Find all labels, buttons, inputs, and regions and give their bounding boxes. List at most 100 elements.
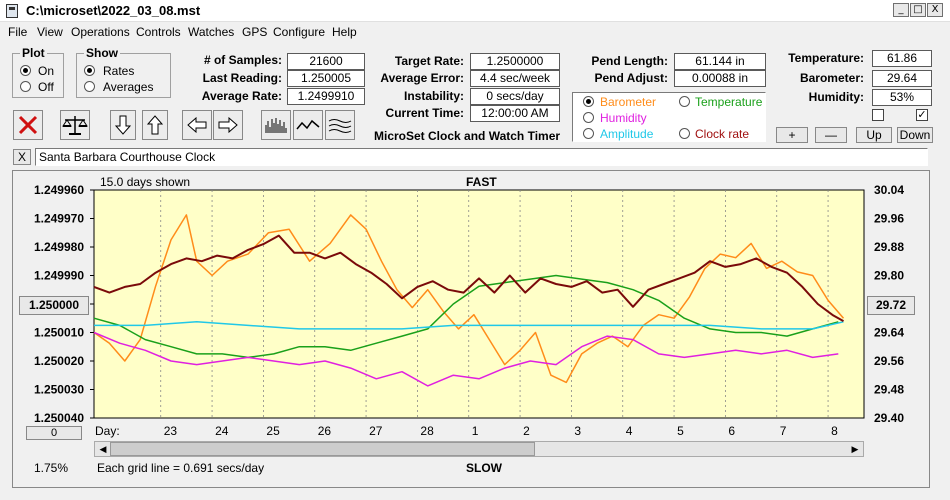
left-axis-current-button[interactable]: 1.250000 (19, 296, 89, 315)
day-tick-label: 3 (574, 424, 581, 438)
right-checkbox[interactable]: ✓ (916, 109, 928, 121)
temperature-option: Temperature (695, 95, 763, 109)
show-rates-label: Rates (103, 64, 135, 78)
average-rate-value: 1.2499910 (287, 88, 365, 105)
down-button[interactable]: Down (897, 127, 933, 143)
humidity-option: Humidity (600, 111, 647, 125)
scroll-left-arrow[interactable]: ◀ (99, 444, 107, 454)
scroll-down-button[interactable] (110, 110, 136, 140)
barometer-value: 29.64 (872, 70, 932, 87)
barometer-label: Barometer: (799, 71, 864, 85)
day-tick-label: 7 (780, 424, 787, 438)
up-button[interactable]: Up (856, 127, 892, 143)
menu-view[interactable]: View (37, 25, 63, 39)
zero-button[interactable]: 0 (26, 426, 82, 440)
day-tick-label: 6 (728, 424, 735, 438)
temperature-value: 61.86 (872, 50, 932, 67)
day-tick-label: 8 (831, 424, 838, 438)
show-averages-radio[interactable] (84, 81, 95, 92)
right-axis-labels: 30.04 29.96 29.88 29.80 29.64 29.56 29.48 29.40 (874, 183, 904, 425)
day-labels: 23 24 25 26 27 28 1 2 3 4 5 6 7 8 (164, 424, 838, 438)
menu-operations[interactable]: Operations (71, 25, 130, 39)
histogram-button[interactable] (261, 110, 291, 140)
plot-on-radio[interactable] (20, 65, 31, 76)
show-group-title: Show (84, 46, 120, 60)
slow-label: SLOW (466, 461, 502, 475)
line-graph-button[interactable] (293, 110, 323, 140)
clock-description-field[interactable]: Santa Barbara Courthouse Clock (35, 148, 928, 166)
temperature-radio[interactable] (679, 96, 690, 107)
right-axis-tick-label: 29.40 (874, 411, 904, 425)
pend-adjust-label: Pend Adjust: (594, 71, 668, 85)
day-tick-label: 26 (318, 424, 332, 438)
menu-configure[interactable]: Configure (273, 25, 326, 39)
pend-length-value: 61.144 in (674, 53, 766, 70)
barometer-radio[interactable] (583, 96, 594, 107)
series-barometer (93, 214, 845, 384)
arrow-up-icon (147, 115, 163, 135)
calibrate-button[interactable] (60, 110, 90, 140)
minus-button[interactable]: — (815, 127, 847, 143)
arrow-right-icon (218, 117, 238, 133)
plot-area (93, 189, 865, 419)
arrow-down-icon (115, 115, 131, 135)
day-tick-label: 24 (215, 424, 229, 438)
samples-value: 21600 (287, 53, 365, 70)
app-icon[interactable] (6, 4, 18, 18)
instability-label: Instability: (403, 89, 464, 103)
menu-watches[interactable]: Watches (188, 25, 235, 39)
app-caption: MicroSet Clock and Watch Timer (374, 129, 561, 143)
scrollbar-thumb[interactable] (110, 442, 535, 456)
menu-gps[interactable]: GPS (242, 25, 268, 39)
arrow-left-icon (187, 117, 207, 133)
plus-button[interactable]: + (776, 127, 808, 143)
right-axis-current-button[interactable]: 29.72 (867, 296, 915, 315)
day-tick-label: 2 (523, 424, 530, 438)
right-axis-tick-label: 29.64 (874, 326, 904, 340)
left-axis-tick-label: 1.249990 (34, 269, 84, 283)
series-selector (572, 92, 766, 142)
target-rate-value: 1.2500000 (470, 53, 560, 70)
last-reading-label: Last Reading: (202, 71, 282, 85)
menu-controls[interactable]: Controls (136, 25, 181, 39)
right-axis-tick-label: 29.80 (874, 269, 904, 283)
menu-file[interactable]: File (8, 25, 28, 39)
plot-off-label: Off (38, 80, 54, 94)
average-error-value: 4.4 sec/week (470, 70, 560, 87)
multi-wave-icon (328, 119, 352, 133)
right-axis-tick-label: 29.48 (874, 383, 904, 397)
amplitude-radio[interactable] (583, 128, 594, 139)
scroll-right-button[interactable] (213, 110, 243, 140)
scroll-left-button[interactable] (182, 110, 212, 140)
show-averages-label: Averages (103, 80, 154, 94)
close-button[interactable]: X (927, 3, 943, 17)
day-tick-label: 27 (369, 424, 383, 438)
grid-lines (90, 189, 829, 419)
day-tick-label: 1 (472, 424, 479, 438)
minimize-button[interactable]: _ (893, 3, 909, 17)
show-group (76, 53, 171, 98)
left-axis-tick-label: 1.249980 (34, 240, 84, 254)
clock-rate-option: Clock rate (695, 127, 750, 141)
menu-help[interactable]: Help (332, 25, 357, 39)
plot-off-radio[interactable] (20, 81, 31, 92)
humidity-radio[interactable] (583, 112, 594, 123)
pend-length-label: Pend Length: (591, 54, 668, 68)
humidity-value: 53% (872, 89, 932, 106)
day-tick-label: 5 (677, 424, 684, 438)
day-prefix: Day: (95, 424, 120, 438)
pend-adjust-value: 0.00088 in (674, 70, 766, 87)
scroll-up-button[interactable] (142, 110, 168, 140)
maximize-button[interactable]: □ (910, 3, 926, 17)
clock-rate-radio[interactable] (679, 128, 690, 139)
scroll-right-arrow[interactable]: ▶ (851, 444, 859, 454)
right-axis-tick-label: 30.04 (874, 183, 904, 197)
clear-description-button[interactable]: X (13, 149, 31, 165)
stop-button[interactable] (13, 110, 43, 140)
grid-note: Each grid line = 0.691 secs/day (97, 461, 265, 475)
average-rate-label: Average Rate: (201, 89, 282, 103)
multi-wave-button[interactable] (325, 110, 355, 140)
series-amplitude (94, 321, 844, 330)
left-checkbox[interactable] (872, 109, 884, 121)
show-rates-radio[interactable] (84, 65, 95, 76)
